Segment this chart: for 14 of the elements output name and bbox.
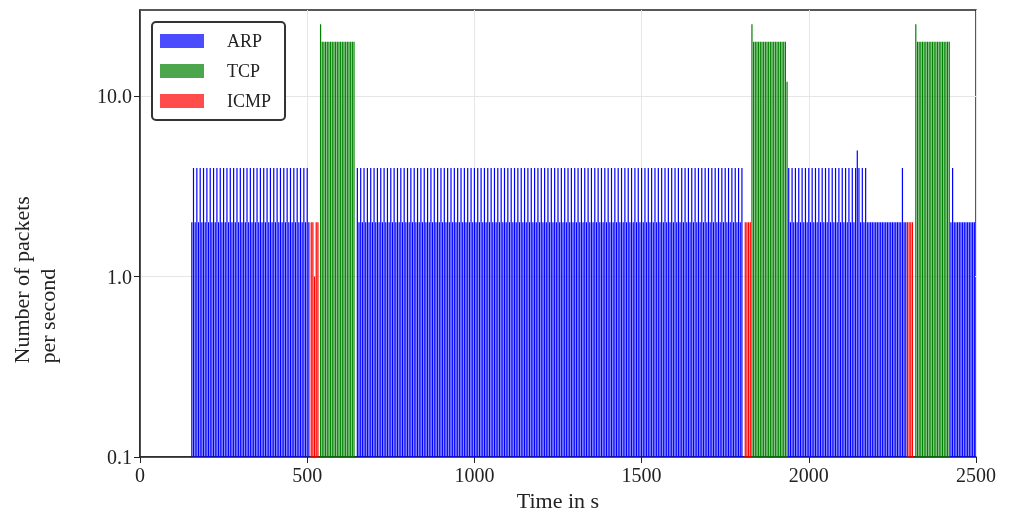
x-tick-label: 1500 — [621, 464, 662, 486]
y-tick-label: 10.0 — [97, 85, 132, 108]
x-tick-label: 2500 — [956, 464, 996, 486]
x-tick-label: 1000 — [454, 464, 495, 486]
legend-label: TCP — [227, 61, 261, 81]
legend-label: ICMP — [227, 91, 272, 111]
y-tick-label: 1.0 — [107, 265, 132, 288]
x-axis-title: Time in s — [516, 488, 600, 514]
x-tick-label: 500 — [292, 464, 323, 486]
y-tick-label: 0.1 — [107, 446, 132, 468]
x-tick-label: 0 — [135, 464, 145, 486]
y-axis-title: Number of packets per second — [8, 190, 60, 364]
x-tick-label: 2000 — [788, 464, 829, 486]
legend-label: ARP — [227, 31, 263, 51]
